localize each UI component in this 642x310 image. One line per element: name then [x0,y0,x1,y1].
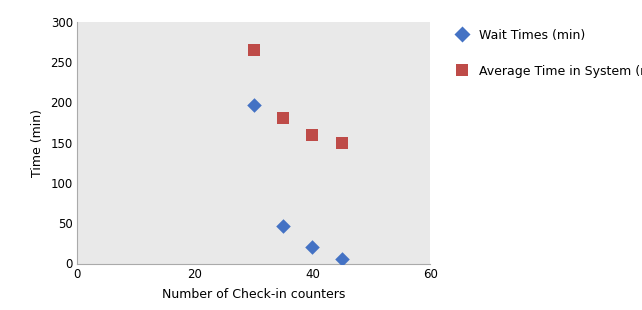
Legend: Wait Times (min), Average Time in System (min): Wait Times (min), Average Time in System… [454,28,642,78]
Wait Times (min) [248,102,259,107]
Average Time in System (min) [336,140,347,145]
Wait Times (min) [308,245,318,250]
Average Time in System (min) [308,132,318,137]
Average Time in System (min) [278,116,288,121]
Wait Times (min) [336,256,347,261]
Wait Times (min) [278,224,288,229]
X-axis label: Number of Check-in counters: Number of Check-in counters [162,288,345,301]
Y-axis label: Time (min): Time (min) [31,108,44,177]
Average Time in System (min) [248,47,259,52]
